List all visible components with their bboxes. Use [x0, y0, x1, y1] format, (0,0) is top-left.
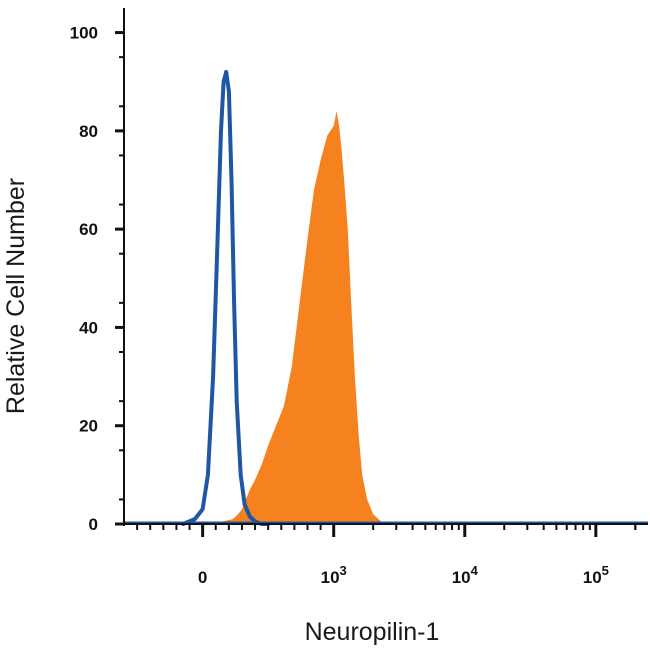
x-tick-label: 103 — [321, 563, 347, 587]
ticks-layer: 0 20 40 60 80 100 0 103 104 105 — [70, 24, 637, 587]
x-tick-exponent: 4 — [471, 563, 479, 578]
x-axis-title: Neuropilin-1 — [305, 618, 440, 646]
y-axis-title: Relative Cell Number — [2, 178, 30, 414]
y-tick-label: 100 — [70, 24, 98, 43]
series-1-outline-histogram — [181, 69, 271, 526]
x-tick-label: 104 — [452, 563, 479, 587]
x-tick-exponent: 3 — [340, 563, 347, 578]
series-layer — [124, 69, 648, 526]
x-tick-label: 0 — [198, 568, 207, 587]
axes-layer — [123, 8, 648, 526]
y-tick-label: 0 — [89, 515, 98, 534]
y-tick-label: 40 — [79, 318, 98, 337]
x-tick-exponent: 5 — [602, 563, 609, 578]
y-tick-label: 60 — [79, 220, 98, 239]
series-0-filled-histogram — [210, 111, 426, 524]
y-tick-label: 20 — [79, 417, 98, 436]
x-tick-label: 105 — [583, 563, 609, 587]
y-tick-label: 80 — [79, 122, 98, 141]
